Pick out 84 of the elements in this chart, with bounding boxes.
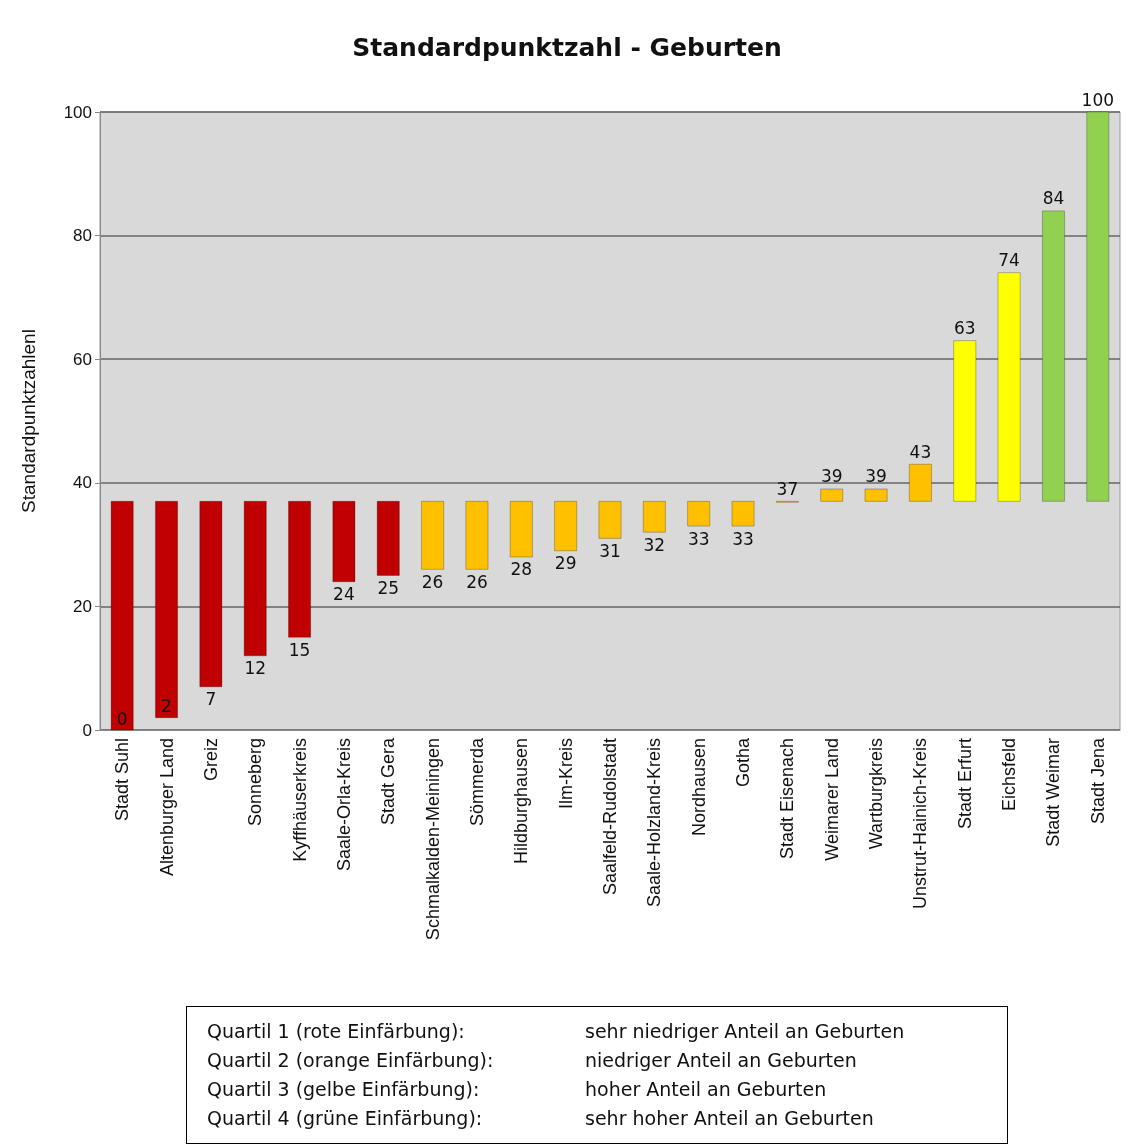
bar	[509, 500, 533, 558]
data-label: 15	[288, 639, 311, 660]
y-tick-label: 80	[73, 226, 92, 246]
x-tick-label: Wartburgkreis	[866, 738, 887, 850]
text: niedriger Anteil an Geburten	[585, 1048, 858, 1073]
bar	[731, 500, 755, 527]
x-tick-label: Unstrut-Hainich-Kreis	[910, 738, 931, 910]
data-label: 43	[909, 441, 932, 462]
bar	[1086, 111, 1110, 502]
data-label: 33	[687, 528, 710, 549]
bar	[908, 463, 933, 502]
bar	[421, 500, 445, 570]
data-label: 33	[732, 528, 754, 549]
bar	[554, 500, 578, 552]
bar	[110, 500, 134, 731]
x-tick-label: Stadt Suhl	[112, 738, 133, 822]
x-tick-label: Stadt Eisenach	[777, 738, 798, 860]
x-tick-label: Stadt Erfurt	[954, 738, 975, 830]
bar	[154, 500, 179, 719]
data-label: 24	[333, 584, 355, 605]
data-label: 84	[1042, 188, 1065, 209]
text: sehr hoher Anteil an Geburten	[585, 1106, 875, 1131]
data-label: 74	[998, 250, 1020, 271]
bar	[332, 500, 356, 583]
x-tick-label: Sömmerda	[466, 737, 487, 827]
bar	[199, 500, 223, 688]
x-tick-label: Schmalkalden-Meiningen	[422, 738, 443, 941]
x-tick-label: Kyffhäuserkreis	[289, 738, 310, 862]
bar	[864, 488, 888, 502]
data-label: 29	[554, 553, 577, 574]
data-label: 39	[820, 466, 843, 487]
x-tick-label: Hildburghausen	[511, 738, 532, 865]
y-tick-label: 40	[73, 473, 92, 493]
text: Quartil 3 (gelbe Einfärbung):	[207, 1077, 481, 1102]
bar	[820, 488, 844, 502]
bar	[642, 500, 666, 533]
chart-title: Standardpunktzahl - Geburten	[352, 33, 782, 62]
data-label: 26	[421, 571, 444, 592]
x-tick-label: Eichsfeld	[999, 738, 1020, 812]
x-tick-label: Altenburger Land	[156, 738, 177, 877]
data-label: 39	[865, 466, 887, 487]
x-tick-label: Weimarer Land	[821, 738, 842, 861]
y-tick-label: 0	[82, 720, 92, 740]
x-tick-label: Ilm-Kreis	[555, 738, 576, 809]
bar	[287, 500, 312, 638]
text: Quartil 4 (grüne Einfärbung):	[207, 1106, 484, 1131]
x-tick-label: Saalfeld-Rudolstadt	[600, 738, 620, 896]
y-axis-title: Standardpunktzahlenl	[18, 329, 39, 513]
y-tick-label: 100	[63, 102, 92, 122]
x-tick-label: Stadt Gera	[378, 737, 399, 826]
x-tick-label: Saale-Holzland-Kreis	[644, 738, 665, 908]
data-label: 63	[953, 318, 976, 339]
x-tick-label: Greiz	[200, 738, 221, 782]
x-tick-label: Sonneberg	[245, 738, 266, 827]
text: hoher Anteil an Geburten	[585, 1077, 828, 1102]
bar	[376, 500, 400, 576]
y-tick-label: 60	[73, 349, 92, 369]
bar	[953, 340, 977, 502]
y-tick-label: 20	[73, 596, 92, 616]
text: Quartil 2 (orange Einfärbung):	[207, 1048, 495, 1073]
data-label: 37	[776, 478, 799, 499]
bar	[598, 500, 622, 539]
data-label: 26	[466, 571, 488, 592]
data-label: 25	[377, 578, 400, 598]
x-tick-label: Nordhausen	[688, 738, 709, 837]
bar	[687, 500, 711, 527]
data-label: 28	[510, 559, 533, 580]
bar	[465, 500, 489, 570]
data-label: 7	[205, 689, 217, 710]
text: sehr niedriger Anteil an Geburten	[585, 1019, 906, 1044]
data-label: 2	[161, 696, 172, 717]
data-label: 12	[244, 658, 267, 679]
text: Quartil 1 (rote Einfärbung):	[207, 1019, 466, 1044]
x-tick-label: Gotha	[733, 737, 754, 788]
x-tick-label: Stadt Weimar	[1043, 737, 1064, 847]
bar	[243, 500, 267, 657]
data-label: 31	[599, 540, 621, 561]
data-label: 100	[1081, 89, 1115, 110]
bar	[997, 272, 1021, 502]
x-tick-label: Saale-Orla-Kreis	[333, 738, 354, 872]
bar	[1041, 210, 1066, 502]
data-label: 0	[116, 708, 128, 729]
data-label: 32	[643, 534, 666, 555]
x-tick-label: Stadt Jena	[1087, 737, 1108, 825]
